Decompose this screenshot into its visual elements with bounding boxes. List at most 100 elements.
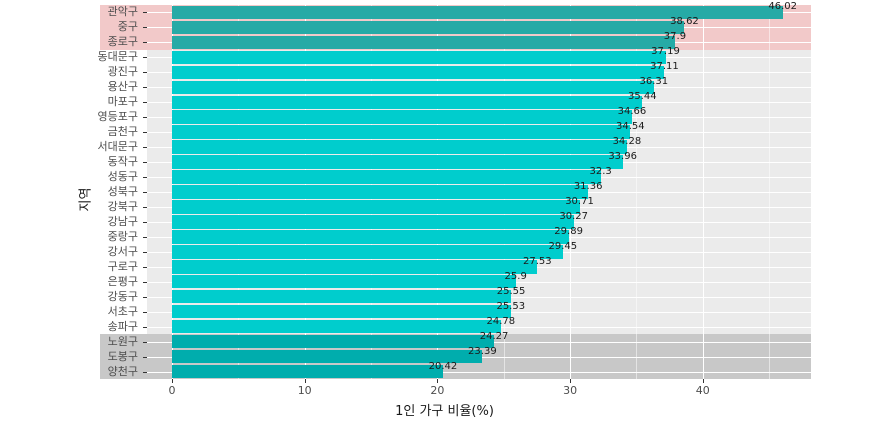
- y-tick-label: 동대문구: [97, 50, 138, 64]
- y-tick: [143, 42, 147, 43]
- bar-value-label: 25.9: [504, 270, 527, 282]
- y-tick: [143, 282, 147, 283]
- x-tick: [570, 379, 571, 383]
- bar: [172, 334, 495, 349]
- bar: [172, 319, 501, 334]
- bar-value-label: 33.96: [608, 151, 637, 163]
- bar: [172, 65, 665, 80]
- y-tick: [143, 252, 147, 253]
- y-tick: [143, 162, 147, 163]
- bar-value-label: 29.89: [554, 225, 583, 237]
- bar-value-label: 27.53: [522, 255, 552, 267]
- bar-value-label: 46.02: [768, 1, 797, 13]
- bar: [172, 80, 654, 94]
- y-tick-label: 강동구: [107, 289, 138, 303]
- x-tick: [703, 379, 704, 383]
- y-axis-title: 지역: [78, 187, 94, 212]
- y-tick-label: 마포구: [107, 95, 138, 109]
- y-tick: [143, 222, 147, 223]
- bar: [172, 349, 483, 364]
- bar-value-label: 29.45: [548, 240, 578, 252]
- bar-value-label: 25.53: [496, 300, 526, 312]
- bar: [172, 125, 631, 139]
- bar-value-label: 34.66: [617, 106, 647, 118]
- y-tick-label: 금천구: [107, 125, 138, 139]
- y-tick-label: 도봉구: [107, 349, 138, 363]
- bar: [172, 230, 569, 244]
- bar-value-label: 38.62: [670, 16, 699, 28]
- y-tick-label: 강서구: [107, 244, 138, 258]
- x-axis-title: 1인 가구 비율(%): [395, 404, 494, 419]
- y-tick-label: 송파구: [107, 319, 138, 333]
- y-tick-label: 성북구: [107, 185, 138, 198]
- y-tick-label: 은평구: [107, 274, 138, 288]
- x-tick-label: 30: [563, 384, 578, 397]
- bar: [172, 50, 666, 65]
- bar: [172, 215, 574, 229]
- bar-value-label: 20.42: [428, 360, 458, 372]
- y-tick-label: 구로구: [107, 259, 138, 273]
- bar: [172, 155, 623, 169]
- y-tick: [143, 102, 147, 103]
- bar-value-label: 23.39: [468, 345, 497, 357]
- y-tick: [143, 27, 147, 28]
- x-tick-label: 0: [168, 384, 176, 397]
- bar: [172, 95, 643, 109]
- y-tick: [143, 207, 147, 208]
- y-tick: [143, 132, 147, 133]
- bar: [172, 110, 632, 124]
- y-tick-label: 광진구: [107, 65, 138, 79]
- bar-value-label: 34.54: [616, 121, 645, 133]
- y-tick-label: 노원구: [107, 334, 138, 348]
- y-tick: [143, 267, 147, 268]
- bar-value-label: 32.3: [589, 166, 612, 178]
- bar-value-label: 37.9: [663, 31, 687, 43]
- bar-value-label: 30.27: [559, 210, 588, 222]
- x-tick-label: 20: [430, 384, 445, 397]
- y-tick-label: 영등포구: [97, 110, 138, 124]
- y-tick: [143, 12, 147, 13]
- x-tick-label: 40: [695, 384, 710, 397]
- y-tick-label: 강북구: [107, 199, 138, 213]
- bar-value-label: 34.28: [612, 136, 642, 148]
- y-tick-label: 중랑구: [107, 229, 138, 243]
- bar-value-label: 37.19: [651, 46, 680, 58]
- y-tick: [143, 237, 147, 238]
- bar: [172, 35, 675, 50]
- y-tick-label: 동작구: [107, 155, 138, 169]
- y-tick-label: 서대문구: [97, 140, 138, 154]
- bar-value-label: 24.78: [486, 315, 516, 327]
- y-tick: [143, 117, 147, 118]
- bar: [172, 185, 589, 199]
- bar: [172, 260, 538, 274]
- bar: [172, 5, 783, 20]
- bar-value-label: 31.36: [573, 181, 603, 192]
- y-tick: [143, 87, 147, 88]
- y-tick-label: 관악구: [107, 5, 138, 19]
- y-tick: [143, 357, 147, 358]
- bar-value-label: 30.71: [565, 195, 594, 207]
- bar: [172, 200, 580, 214]
- bar-value-label: 35.44: [627, 91, 657, 103]
- y-tick: [143, 297, 147, 298]
- y-tick-label: 성동구: [107, 170, 138, 184]
- y-tick: [143, 372, 147, 373]
- bar: [172, 275, 516, 289]
- y-tick-label: 양천구: [107, 364, 138, 378]
- x-tick: [437, 379, 438, 383]
- y-tick: [143, 312, 147, 313]
- y-tick: [143, 72, 147, 73]
- y-tick-label: 서초구: [107, 304, 138, 318]
- bar: [172, 304, 511, 319]
- bar-value-label: 25.55: [496, 285, 526, 297]
- x-tick: [172, 379, 173, 383]
- grid-major-y: [147, 372, 811, 373]
- bar: [172, 170, 601, 184]
- y-tick: [143, 327, 147, 328]
- bar: [172, 20, 685, 35]
- bar: [172, 245, 563, 259]
- y-tick-label: 용산구: [107, 80, 138, 94]
- x-tick-label: 10: [297, 384, 312, 397]
- y-tick-label: 종로구: [107, 35, 138, 49]
